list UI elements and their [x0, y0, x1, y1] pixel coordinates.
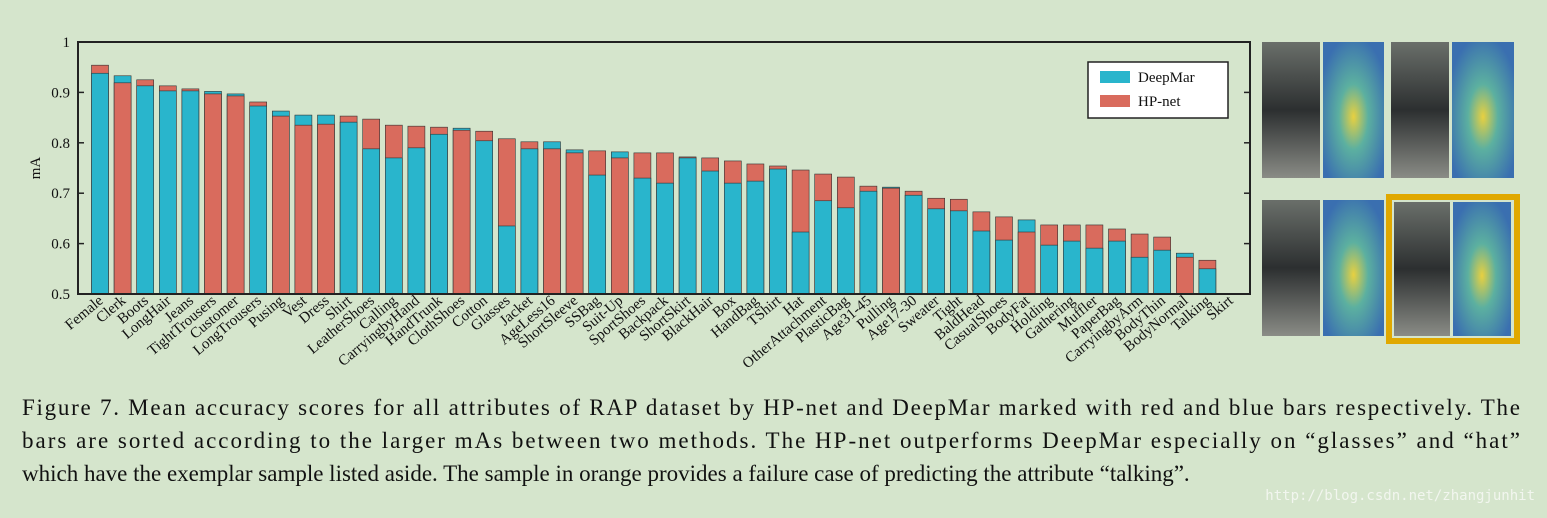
bar	[1108, 240, 1126, 295]
bar	[904, 194, 923, 295]
bar	[543, 148, 561, 295]
bar	[113, 82, 132, 295]
legend-swatch	[1100, 71, 1130, 83]
plot-frame	[77, 41, 1251, 295]
watermark: http://blog.csdn.net/zhangjunhit	[1265, 488, 1535, 504]
bar	[610, 157, 629, 295]
bar	[452, 129, 471, 295]
bar	[339, 121, 358, 295]
heatmap	[1323, 42, 1384, 178]
bar	[972, 230, 991, 295]
bar	[407, 147, 426, 295]
bar	[814, 200, 833, 295]
photo	[1262, 200, 1320, 336]
bar	[859, 190, 878, 295]
bar	[294, 124, 313, 295]
failure-frame	[1386, 194, 1520, 344]
y-tick-label: 1	[63, 35, 71, 51]
bar	[927, 208, 946, 295]
bar	[949, 210, 968, 295]
bar	[1153, 249, 1171, 295]
sample-images	[1262, 42, 1520, 344]
bar	[136, 85, 154, 295]
bar	[1040, 244, 1058, 295]
photo	[1262, 42, 1320, 178]
bar	[271, 115, 290, 295]
y-axis-label: mA	[28, 157, 44, 180]
bar	[588, 174, 607, 295]
bar	[317, 123, 335, 295]
bar	[995, 239, 1013, 295]
bar	[430, 133, 448, 295]
bar	[746, 180, 765, 295]
bar	[362, 148, 381, 295]
bar	[384, 157, 403, 295]
bar	[1017, 231, 1036, 295]
bar	[633, 177, 652, 295]
bar	[1085, 247, 1104, 295]
bar	[520, 148, 539, 295]
bar	[204, 93, 222, 295]
photo	[1394, 202, 1450, 336]
y-tick-label: 0.9	[51, 85, 70, 101]
heatmap	[1452, 42, 1514, 178]
caption-line: Figure 7. Mean accuracy scores for all a…	[22, 395, 1520, 420]
bar	[1198, 268, 1217, 295]
bar	[836, 207, 855, 295]
photo	[1391, 42, 1449, 178]
bar	[701, 170, 720, 295]
bar	[656, 182, 674, 295]
y-tick-label: 0.8	[51, 136, 70, 152]
y-tick-label: 0.5	[51, 287, 70, 303]
legend-swatch	[1100, 95, 1130, 107]
bar	[91, 72, 109, 295]
bar	[882, 187, 900, 295]
bar	[1063, 240, 1081, 295]
bar	[791, 231, 810, 295]
bar	[181, 90, 200, 295]
bar	[249, 105, 267, 295]
y-tick-label: 0.6	[51, 237, 70, 253]
caption-line: bars are sorted according to the larger …	[22, 428, 1520, 453]
bar	[475, 140, 494, 295]
heatmap	[1323, 200, 1384, 336]
legend-label: DeepMar	[1138, 70, 1195, 86]
bar	[1130, 256, 1149, 295]
heatmap	[1453, 202, 1511, 336]
bar	[1176, 256, 1194, 295]
bar	[723, 182, 742, 295]
bar	[159, 90, 177, 295]
bar	[678, 157, 697, 295]
caption-line: which have the exemplar sample listed as…	[22, 461, 1190, 486]
legend-label: HP-net	[1138, 94, 1181, 110]
bar	[565, 152, 584, 295]
bar	[769, 168, 787, 295]
bar	[226, 95, 245, 295]
bar	[497, 225, 516, 295]
y-tick-label: 0.7	[51, 186, 70, 202]
